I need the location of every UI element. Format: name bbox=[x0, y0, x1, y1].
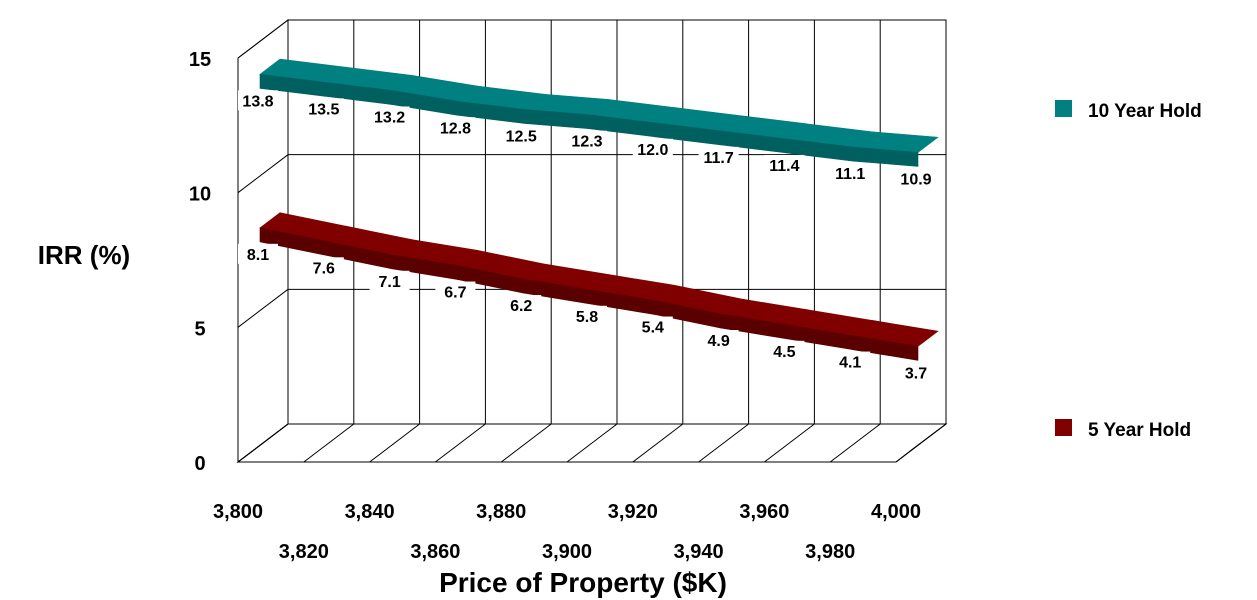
data-label-bg bbox=[764, 340, 805, 361]
data-label-bg bbox=[830, 163, 871, 184]
floor-gridline bbox=[632, 423, 684, 463]
y-gridline-left bbox=[237, 154, 289, 194]
floor-gridline bbox=[369, 423, 420, 463]
data-label-bg bbox=[764, 154, 805, 175]
y-tick-label: 0 bbox=[194, 453, 205, 475]
data-label: 11.7 bbox=[703, 150, 733, 167]
data-label-bg bbox=[896, 362, 936, 383]
data-label-bg bbox=[830, 351, 871, 372]
data-label: 12.3 bbox=[571, 134, 602, 151]
data-label: 7.1 bbox=[378, 274, 400, 291]
y-gridline-left bbox=[237, 19, 289, 59]
chart-series bbox=[259, 58, 939, 361]
data-label-bg bbox=[238, 243, 278, 264]
legend-swatch bbox=[1055, 100, 1072, 117]
floor-gridline bbox=[500, 423, 552, 463]
data-label: 12.8 bbox=[440, 120, 471, 137]
data-label: 5.8 bbox=[576, 309, 598, 326]
data-label-bg bbox=[501, 295, 542, 316]
floor-gridline bbox=[303, 423, 355, 463]
x-tick-label: 3,900 bbox=[542, 541, 592, 563]
data-label: 5.4 bbox=[642, 320, 664, 337]
data-label: 13.5 bbox=[308, 101, 339, 118]
data-label-bg bbox=[435, 117, 476, 138]
floor-gridline bbox=[895, 423, 947, 463]
data-label-bg bbox=[369, 106, 410, 127]
data-label: 11.1 bbox=[835, 166, 865, 183]
chart-legend: 10 Year Hold 5 Year Hold bbox=[1055, 100, 1202, 441]
x-tick-label: 3,840 bbox=[345, 501, 395, 523]
data-label-bg bbox=[632, 138, 673, 159]
series-ribbon-face bbox=[851, 335, 919, 361]
data-label-bg bbox=[238, 90, 278, 111]
series-ribbon-face bbox=[851, 146, 919, 167]
x-tick-label: 3,980 bbox=[805, 541, 855, 563]
x-tick-label: 3,880 bbox=[476, 501, 526, 523]
legend-label: 5 Year Hold bbox=[1088, 420, 1191, 441]
data-label-bg bbox=[369, 270, 410, 291]
data-label: 13.2 bbox=[374, 109, 405, 126]
data-label-bg bbox=[698, 330, 739, 351]
data-label: 11.4 bbox=[769, 158, 799, 175]
data-label: 12.5 bbox=[506, 128, 537, 145]
floor-gridline bbox=[566, 423, 618, 463]
x-axis-title: Price of Property ($K) bbox=[439, 567, 727, 598]
chart-labels: 13.8 13.5 13.2 12.8 12.5 12.3 12.0 11.7 11.4 11.1… bbox=[238, 90, 936, 383]
data-label: 12.0 bbox=[637, 142, 668, 159]
floor-gridline bbox=[435, 423, 486, 463]
y-axis-title: IRR (%) bbox=[38, 240, 130, 270]
x-tick-label: 3,800 bbox=[213, 501, 263, 523]
data-label: 6.2 bbox=[510, 298, 532, 315]
x-tick-label: 3,940 bbox=[674, 541, 724, 563]
data-label: 8.1 bbox=[247, 247, 269, 264]
data-label: 3.7 bbox=[905, 365, 927, 382]
floor-gridline bbox=[829, 423, 881, 463]
data-label: 7.6 bbox=[313, 260, 335, 277]
x-tick-label: 3,820 bbox=[279, 541, 329, 563]
data-label: 4.5 bbox=[773, 344, 795, 361]
data-label: 4.1 bbox=[839, 355, 861, 372]
x-tick-label: 3,920 bbox=[608, 501, 658, 523]
data-label-bg bbox=[435, 281, 476, 302]
legend-swatch bbox=[1055, 419, 1072, 436]
data-label-bg bbox=[303, 257, 344, 278]
data-label: 13.8 bbox=[242, 93, 273, 110]
data-label-bg bbox=[896, 168, 936, 189]
data-label-bg bbox=[632, 316, 673, 337]
data-label: 10.9 bbox=[900, 171, 931, 188]
data-label-bg bbox=[698, 146, 739, 167]
x-tick-label: 3,960 bbox=[739, 501, 789, 523]
x-tick-label: 4,000 bbox=[871, 501, 921, 523]
floor-gridline bbox=[237, 423, 289, 463]
data-label-bg bbox=[501, 125, 542, 146]
floor-gridline bbox=[698, 423, 749, 463]
data-label: 4.9 bbox=[707, 333, 729, 350]
y-tick-label: 5 bbox=[194, 318, 205, 340]
floor-gridline bbox=[764, 423, 815, 463]
legend-label: 10 Year Hold bbox=[1088, 101, 1202, 122]
x-tick-label: 3,860 bbox=[410, 541, 460, 563]
y-tick-label: 15 bbox=[189, 49, 211, 71]
chart-axes: 0 5 10 15 3,800 3,820 3,840 3,860 3,880 3,900 3,92… bbox=[38, 49, 921, 598]
y-tick-label: 10 bbox=[189, 184, 211, 206]
data-label: 6.7 bbox=[444, 285, 466, 302]
data-label-bg bbox=[303, 98, 344, 119]
y-gridline-left bbox=[237, 288, 289, 328]
data-label-bg bbox=[567, 130, 607, 151]
data-label-bg bbox=[567, 305, 607, 326]
